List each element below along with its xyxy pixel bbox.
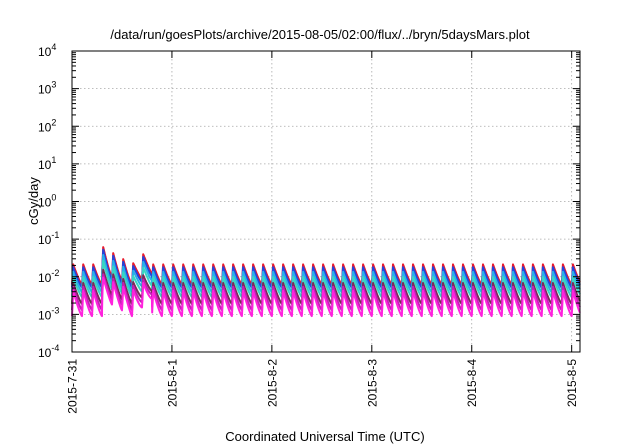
x-tick-label: 2015-8-4: [465, 359, 479, 407]
x-tick-label: 2015-8-1: [165, 359, 179, 407]
x-tick-label: 2015-8-2: [265, 359, 279, 407]
y-tick-label: 102: [38, 117, 56, 134]
y-axis: 104 103 102 101 100 10-1 10-2 10-3 10-4: [38, 42, 580, 360]
x-tick-label: 2015-8-3: [365, 359, 379, 407]
y-tick-label: 10-4: [38, 343, 59, 360]
series-lines: [71, 246, 581, 318]
x-tick-label: 2015-8-5: [565, 359, 579, 407]
y-tick-label: 104: [38, 42, 56, 59]
series-line-2: [71, 248, 581, 289]
series-line-5: [71, 268, 581, 305]
series-line-3: [71, 254, 581, 294]
series-line-6: [71, 273, 581, 312]
series-line-7: [71, 276, 581, 318]
x-axis-label: Coordinated Universal Time (UTC): [225, 429, 424, 444]
y-tick-label: 101: [38, 155, 56, 172]
x-axis: 2015-7-31 2015-8-1 2015-8-2 2015-8-3 2015-8-…: [66, 51, 579, 414]
series-line-4: [71, 259, 581, 298]
chart-title: /data/run/goesPlots/archive/2015-08-05/0…: [110, 27, 530, 42]
y-axis-label: cGy/day: [26, 177, 41, 225]
y-tick-label: 10-2: [38, 268, 59, 285]
y-tick-label: 103: [38, 80, 56, 97]
x-tick-label: 2015-7-31: [66, 359, 80, 414]
y-tick-label: 10-3: [38, 305, 59, 322]
plot-frame: [71, 50, 581, 353]
y-tick-label: 100: [38, 193, 56, 210]
y-tick-label: 10-1: [38, 230, 59, 247]
grid: [72, 51, 580, 352]
